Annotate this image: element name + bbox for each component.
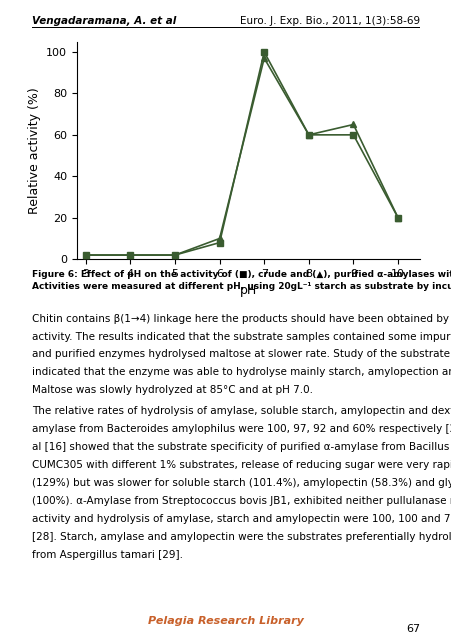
Text: from Aspergillus tamari [29].: from Aspergillus tamari [29]. [32, 550, 182, 560]
Text: Figure 6: Effect of pH on the activity of (■), crude and (▲), purified α-amylase: Figure 6: Effect of pH on the activity o… [32, 270, 451, 279]
Text: (129%) but was slower for soluble starch (101.4%), amylopectin (58.3%) and glyco: (129%) but was slower for soluble starch… [32, 478, 451, 488]
Text: CUMC305 with different 1% substrates, release of reducing sugar were very rapid : CUMC305 with different 1% substrates, re… [32, 460, 451, 470]
Text: al [16] showed that the substrate specificity of purified α-amylase from Bacillu: al [16] showed that the substrate specif… [32, 442, 451, 452]
Text: activity. The results indicated that the substrate samples contained some impuri: activity. The results indicated that the… [32, 332, 451, 342]
Text: and purified enzymes hydrolysed maltose at slower rate. Study of the substrate s: and purified enzymes hydrolysed maltose … [32, 349, 451, 360]
Text: indicated that the enzyme was able to hydrolyse mainly starch, amylopection and : indicated that the enzyme was able to hy… [32, 367, 451, 378]
Text: activity and hydrolysis of amylase, starch and amylopectin were 100, 100 and 70%: activity and hydrolysis of amylase, star… [32, 514, 451, 524]
X-axis label: pH: pH [239, 284, 257, 298]
Text: Activities were measured at different pH, using 20gL⁻¹ starch as substrate by in: Activities were measured at different pH… [32, 282, 451, 291]
Text: The relative rates of hydrolysis of amylase, soluble starch, amylopectin and dex: The relative rates of hydrolysis of amyl… [32, 406, 451, 417]
Text: 67: 67 [405, 624, 419, 634]
Text: Chitin contains β(1→4) linkage here the products should have been obtained by th: Chitin contains β(1→4) linkage here the … [32, 314, 451, 324]
Text: (100%). α-Amylase from Streptococcus bovis JB1, exhibited neither pullulanase no: (100%). α-Amylase from Streptococcus bov… [32, 496, 451, 506]
Text: Euro. J. Exp. Bio., 2011, 1(3):58-69: Euro. J. Exp. Bio., 2011, 1(3):58-69 [239, 16, 419, 26]
Text: amylase from Bacteroides amylophilus were 100, 97, 92 and 60% respectively [27].: amylase from Bacteroides amylophilus wer… [32, 424, 451, 435]
Text: [28]. Starch, amylase and amylopectin were the substrates preferentially hydroly: [28]. Starch, amylase and amylopectin we… [32, 532, 451, 542]
Y-axis label: Relative activity (%): Relative activity (%) [28, 87, 41, 214]
Text: Maltose was slowly hydrolyzed at 85°C and at pH 7.0.: Maltose was slowly hydrolyzed at 85°C an… [32, 385, 312, 396]
Text: Vengadaramana, A. et al: Vengadaramana, A. et al [32, 16, 175, 26]
Text: Pelagia Research Library: Pelagia Research Library [148, 616, 303, 626]
